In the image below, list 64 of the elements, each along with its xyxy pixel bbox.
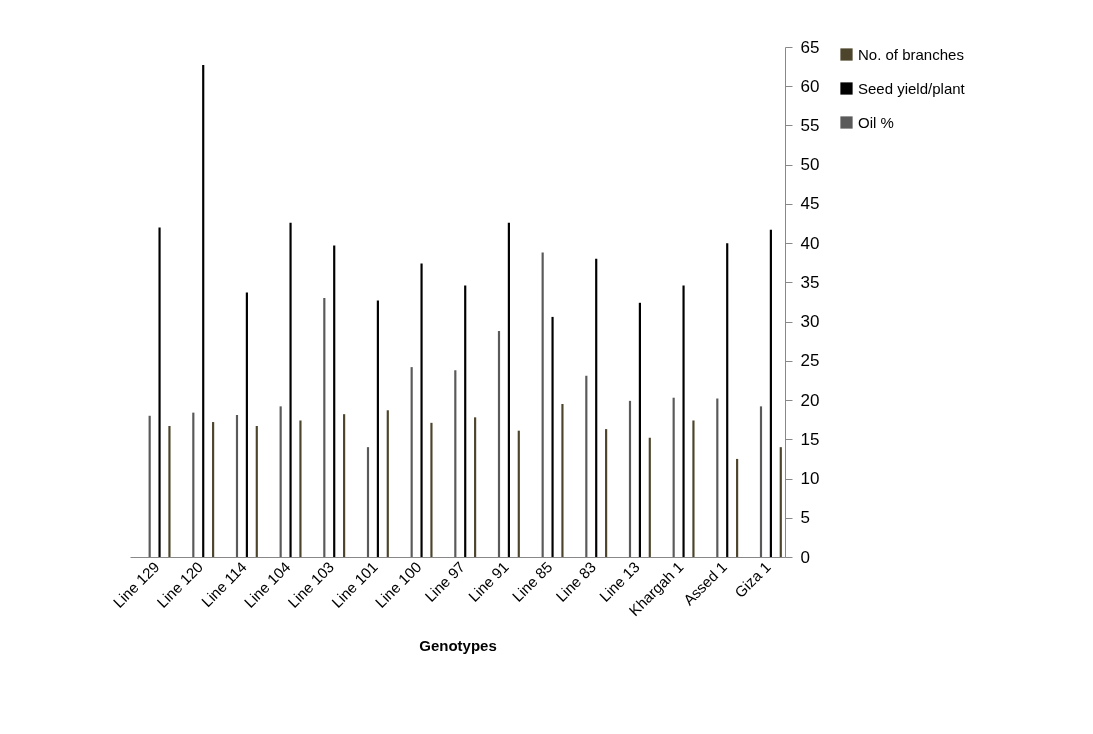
- y-tick-label: 15: [800, 429, 820, 449]
- bar: [192, 412, 195, 557]
- y-tick-label: 40: [800, 233, 820, 253]
- bar: [692, 420, 695, 557]
- bar: [605, 429, 608, 557]
- y-tick-label: 35: [800, 272, 820, 292]
- bar: [376, 300, 379, 557]
- y-tick-label: 0: [800, 547, 810, 567]
- bar: [585, 375, 588, 557]
- bar: [541, 252, 544, 557]
- bar: [759, 406, 763, 557]
- bar: [517, 430, 520, 557]
- y-tick-label: 30: [800, 312, 820, 332]
- bar: [716, 398, 719, 557]
- bar: [158, 227, 161, 557]
- bar: [410, 367, 413, 557]
- bar: [212, 422, 215, 557]
- bar: [497, 331, 501, 557]
- y-tick-label: 50: [800, 155, 820, 175]
- x-axis-title: Genotypes: [419, 637, 497, 655]
- bar: [561, 404, 564, 557]
- bar: [430, 422, 433, 557]
- bar: [507, 222, 510, 557]
- y-tick-label: 25: [800, 351, 820, 371]
- bar: [168, 425, 171, 557]
- bar: [386, 410, 389, 557]
- legend-label: No. of branches: [858, 45, 964, 63]
- bar: [628, 400, 632, 557]
- bar: [323, 298, 326, 557]
- y-tick-label: 60: [800, 76, 820, 96]
- bar: [235, 414, 239, 557]
- bar: [736, 458, 739, 557]
- legend-label: Oil %: [858, 113, 894, 131]
- bar: [726, 243, 729, 557]
- bar: [769, 229, 772, 557]
- bar: [420, 263, 423, 557]
- y-tick-label: 20: [800, 390, 820, 410]
- bar: [255, 425, 258, 557]
- bar: [595, 258, 598, 557]
- bar: [202, 65, 205, 557]
- y-tick-label: 55: [800, 115, 820, 135]
- legend-label: Seed yield/plant: [858, 79, 966, 97]
- bar: [366, 447, 370, 557]
- bar: [343, 414, 346, 557]
- bar: [638, 302, 641, 557]
- bar: [779, 447, 782, 557]
- y-tick-label: 5: [800, 508, 810, 528]
- y-tick-label: 45: [800, 194, 820, 214]
- bar: [299, 420, 302, 557]
- bar: [648, 437, 651, 557]
- bar: [464, 285, 467, 557]
- bar: [682, 285, 685, 557]
- y-tick-label: 65: [800, 37, 820, 57]
- bar: [289, 222, 292, 557]
- bar: [333, 245, 336, 557]
- bar: [279, 406, 282, 557]
- bar: [148, 415, 151, 557]
- x-tick-label: Giza 1: [731, 558, 774, 601]
- bar: [454, 370, 457, 557]
- y-tick-label: 10: [800, 469, 820, 489]
- bar: [672, 397, 675, 557]
- bar: [474, 417, 477, 557]
- bar: [245, 292, 248, 557]
- bar: [551, 316, 554, 557]
